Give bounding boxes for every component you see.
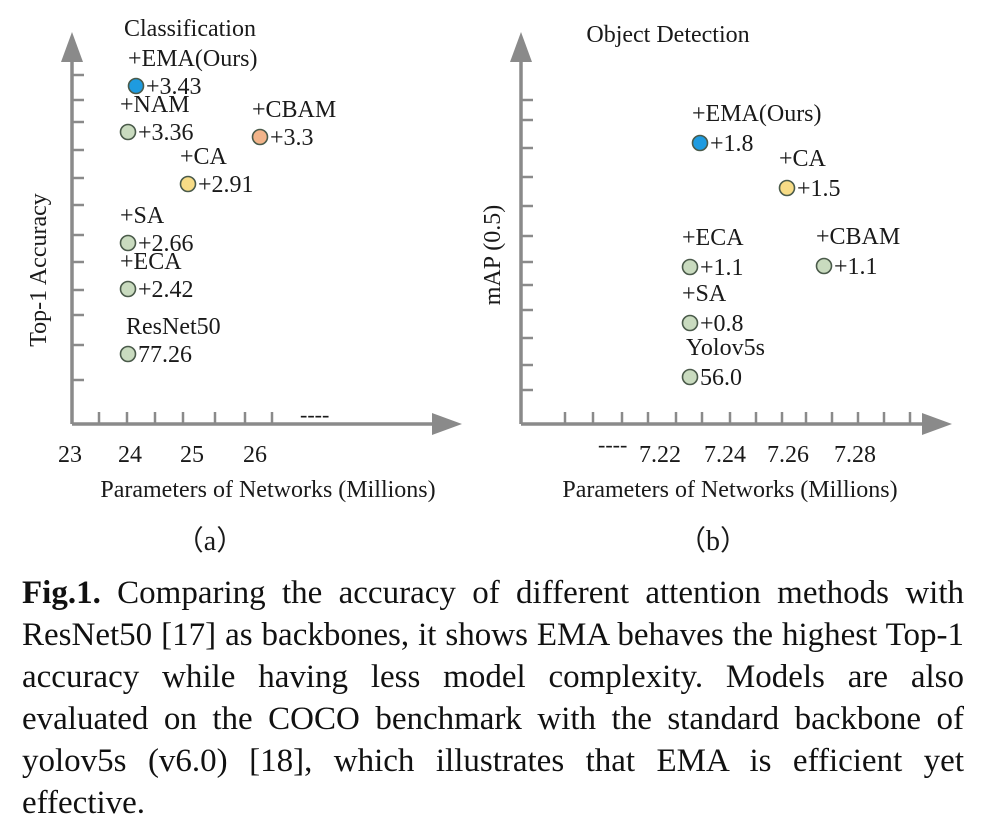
point-value-label: +1.1 bbox=[700, 255, 744, 281]
point-name-label: +CBAM bbox=[252, 97, 336, 123]
point-value-label: +0.8 bbox=[700, 311, 744, 337]
point-name-label: +NAM bbox=[120, 92, 190, 118]
y-axis-arrowhead bbox=[61, 32, 83, 62]
y-axis-label: Top-1 Accuracy bbox=[26, 193, 52, 347]
point-value-label: +2.91 bbox=[198, 172, 254, 198]
chart-object-detection: ---- 7.22 7.24 7.26 7.28 Object Detection mAP … bbox=[480, 22, 952, 557]
data-point bbox=[119, 345, 137, 363]
x-tick-label: 23 bbox=[58, 442, 82, 468]
point-name-label: ResNet50 bbox=[126, 314, 221, 340]
x-tick-label: 7.26 bbox=[767, 442, 809, 468]
caption-label: Fig.1. bbox=[22, 575, 101, 611]
figure-caption: Fig.1. Comparing the accuracy of differe… bbox=[22, 572, 964, 824]
point-name-label: +CA bbox=[180, 144, 228, 170]
point-value-label: +3.43 bbox=[146, 74, 202, 100]
panel-sublabel: （a） bbox=[176, 525, 244, 557]
data-point bbox=[119, 123, 137, 141]
chart-title: Classification bbox=[124, 16, 256, 42]
point-value-label: +2.42 bbox=[138, 277, 194, 303]
axis-break-mark: ---- bbox=[598, 432, 627, 457]
point-value-label: +2.66 bbox=[138, 231, 194, 257]
point-value-label: 56.0 bbox=[700, 365, 742, 391]
panel-sublabel: （b） bbox=[678, 525, 748, 557]
chart-title: Object Detection bbox=[586, 22, 749, 48]
x-tick-label: 7.22 bbox=[639, 442, 681, 468]
point-value-label: +1.8 bbox=[710, 131, 754, 157]
data-point bbox=[778, 179, 796, 197]
axis-break-mark: ---- bbox=[300, 402, 329, 427]
point-value-label: +1.1 bbox=[834, 254, 878, 280]
x-axis-arrowhead bbox=[432, 413, 462, 435]
point-name-label: +SA bbox=[120, 203, 165, 229]
point-value-label: +3.3 bbox=[270, 125, 314, 151]
x-tick-label: 7.28 bbox=[834, 442, 876, 468]
x-axis-label: Parameters of Networks (Millions) bbox=[100, 477, 435, 503]
x-tick-label: 7.24 bbox=[704, 442, 746, 468]
y-axis-label: mAP (0.5) bbox=[480, 205, 506, 305]
point-name-label: +CA bbox=[779, 146, 827, 172]
data-point bbox=[681, 258, 699, 276]
point-name-label: +ECA bbox=[120, 249, 182, 275]
x-tick-label: 25 bbox=[180, 442, 204, 468]
chart-classification: ---- 23 24 25 26 Classification Top-1 Accuracy… bbox=[26, 16, 462, 557]
point-name-label: Yolov5s bbox=[686, 335, 765, 361]
x-tick-label: 24 bbox=[118, 442, 142, 468]
x-axis-label: Parameters of Networks (Millions) bbox=[562, 477, 897, 503]
point-name-label: +CBAM bbox=[816, 224, 900, 250]
data-point bbox=[681, 368, 699, 386]
data-point bbox=[119, 280, 137, 298]
data-point bbox=[179, 175, 197, 193]
data-point bbox=[251, 128, 269, 146]
y-axis-arrowhead bbox=[510, 32, 532, 62]
data-point bbox=[127, 77, 145, 95]
data-point bbox=[681, 314, 699, 332]
point-value-label: 77.26 bbox=[138, 342, 192, 368]
x-axis-arrowhead bbox=[922, 413, 952, 435]
point-name-label: +ECA bbox=[682, 225, 744, 251]
data-point bbox=[815, 257, 833, 275]
figure: ---- 23 24 25 26 Classification Top-1 Accuracy… bbox=[26, 16, 952, 557]
caption-text: Comparing the accuracy of different atte… bbox=[22, 575, 965, 821]
point-name-label: +EMA(Ours) bbox=[128, 46, 258, 72]
x-tick-label: 26 bbox=[243, 442, 267, 468]
data-point bbox=[119, 234, 137, 252]
point-value-label: +1.5 bbox=[797, 176, 841, 202]
point-name-label: +EMA(Ours) bbox=[692, 101, 822, 127]
point-name-label: +SA bbox=[682, 281, 727, 307]
point-value-label: +3.36 bbox=[138, 120, 194, 146]
data-point bbox=[691, 134, 709, 152]
